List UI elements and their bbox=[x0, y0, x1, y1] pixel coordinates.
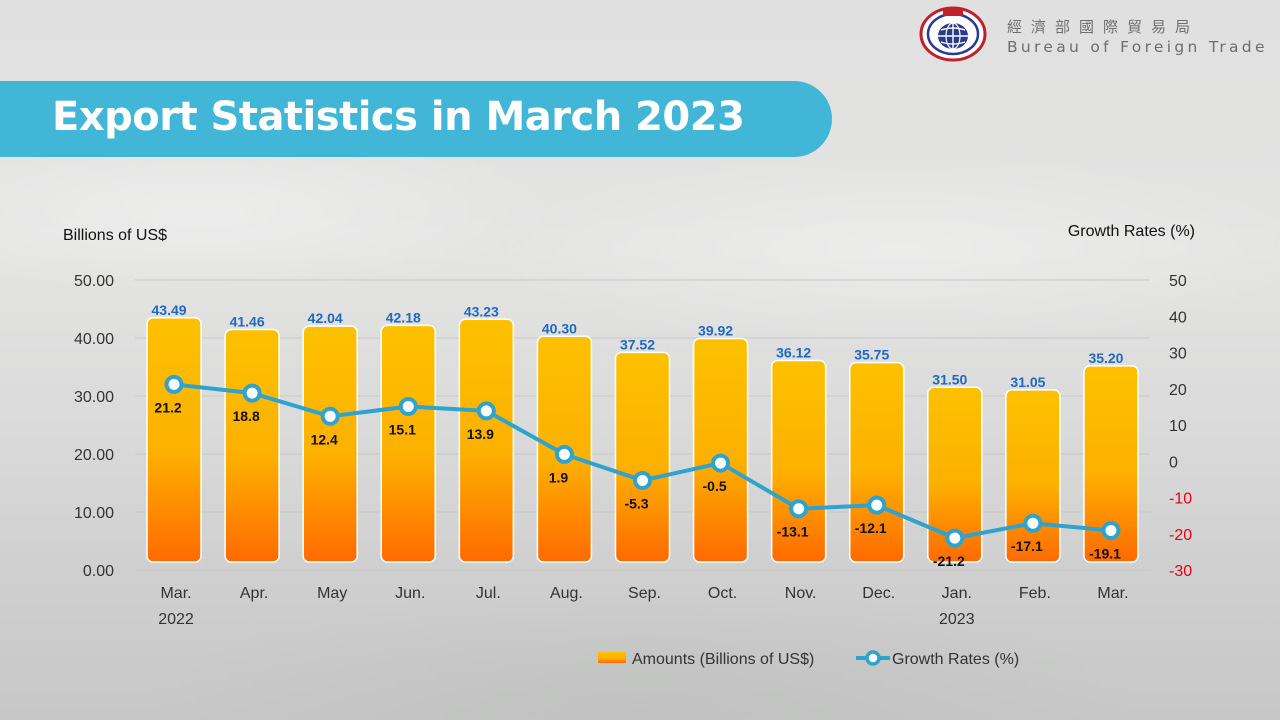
growth-data-label: -19.1 bbox=[1089, 545, 1121, 561]
title-banner bbox=[0, 81, 832, 157]
category-label: Nov. bbox=[785, 585, 817, 602]
right-tick-label: -30 bbox=[1169, 563, 1192, 580]
right-tick-label: -10 bbox=[1169, 491, 1192, 508]
amount-data-label: 35.75 bbox=[854, 347, 889, 363]
amount-data-label: 42.18 bbox=[386, 309, 421, 325]
growth-rate-point bbox=[398, 397, 418, 417]
left-tick-label: 50.00 bbox=[74, 273, 114, 290]
growth-data-label: -13.1 bbox=[777, 524, 809, 540]
growth-data-label: -12.1 bbox=[855, 520, 887, 536]
right-tick-label: 0 bbox=[1169, 454, 1178, 471]
category-label: Feb. bbox=[1019, 585, 1051, 602]
right-tick-label: 50 bbox=[1169, 273, 1187, 290]
amount-bar bbox=[380, 324, 437, 563]
growth-rate-point bbox=[867, 495, 887, 515]
right-tick-label: -20 bbox=[1169, 527, 1192, 544]
category-label: Apr. bbox=[240, 585, 268, 602]
growth-rate-point bbox=[242, 383, 262, 403]
growth-rate-point bbox=[789, 499, 809, 519]
amount-data-label: 31.05 bbox=[1010, 374, 1045, 390]
category-label: Jun. bbox=[395, 585, 425, 602]
growth-rate-point bbox=[476, 401, 496, 421]
amount-bar bbox=[1005, 389, 1061, 563]
growth-rate-point bbox=[164, 374, 184, 394]
growth-data-label: -21.2 bbox=[933, 553, 965, 569]
category-label: Dec. bbox=[862, 585, 895, 602]
amount-bar bbox=[770, 359, 827, 563]
growth-data-label: 15.1 bbox=[389, 422, 416, 438]
amount-bar bbox=[614, 351, 671, 563]
growth-data-label: -5.3 bbox=[624, 495, 648, 511]
left-tick-label: 30.00 bbox=[74, 389, 114, 406]
growth-rate-point bbox=[945, 528, 965, 548]
amount-bar bbox=[1083, 365, 1139, 563]
amount-bar bbox=[692, 337, 749, 563]
growth-data-label: -0.5 bbox=[703, 478, 727, 494]
left-tick-label: 20.00 bbox=[74, 447, 114, 464]
agency-name-chinese: 經濟部國際貿易局 bbox=[1007, 18, 1200, 36]
legend-line-marker bbox=[865, 650, 881, 666]
category-label: Mar. bbox=[1097, 585, 1128, 602]
growth-data-label: 13.9 bbox=[467, 426, 494, 442]
amount-data-label: 41.46 bbox=[230, 314, 265, 330]
amount-bar bbox=[458, 318, 515, 563]
left-tick-label: 10.00 bbox=[74, 505, 114, 522]
right-tick-label: 20 bbox=[1169, 382, 1187, 399]
category-label: Sep. bbox=[628, 585, 661, 602]
amount-data-label: 31.50 bbox=[932, 371, 967, 387]
amount-bar bbox=[302, 325, 358, 563]
category-label: Mar. bbox=[160, 585, 191, 602]
legend-bar-label: Amounts (Billions of US$) bbox=[632, 651, 814, 668]
left-tick-label: 0.00 bbox=[83, 563, 114, 580]
legend-line-label: Growth Rates (%) bbox=[892, 651, 1019, 668]
amount-bar bbox=[927, 386, 983, 563]
right-axis-title: Growth Rates (%) bbox=[1068, 223, 1195, 240]
amount-data-label: 39.92 bbox=[698, 322, 733, 338]
category-label: Jul. bbox=[476, 585, 501, 602]
growth-data-label: 18.8 bbox=[232, 408, 259, 424]
amount-bar bbox=[224, 328, 280, 563]
category-label: Jan. bbox=[942, 585, 972, 602]
growth-rate-point bbox=[711, 453, 731, 473]
left-tick-label: 40.00 bbox=[74, 331, 114, 348]
amount-bar bbox=[146, 317, 202, 563]
growth-rate-point bbox=[554, 444, 574, 464]
growth-rate-point bbox=[1101, 520, 1121, 540]
amount-data-label: 40.30 bbox=[542, 320, 577, 336]
agency-name-english: Bureau of Foreign Trade bbox=[1007, 38, 1268, 56]
right-tick-label: 10 bbox=[1169, 418, 1187, 435]
right-tick-label: 40 bbox=[1169, 309, 1187, 326]
growth-data-label: 21.2 bbox=[154, 399, 181, 415]
year-label: 2022 bbox=[158, 611, 194, 628]
left-axis-title: Billions of US$ bbox=[63, 227, 167, 244]
growth-rate-point bbox=[633, 470, 652, 490]
growth-rate-point bbox=[1023, 513, 1043, 533]
growth-data-label: 12.4 bbox=[311, 431, 338, 447]
year-label: 2023 bbox=[939, 611, 975, 628]
category-label: Aug. bbox=[550, 585, 583, 602]
amount-data-label: 37.52 bbox=[620, 336, 655, 352]
amount-data-label: 36.12 bbox=[776, 345, 811, 361]
page-title: Export Statistics in March 2023 bbox=[52, 94, 745, 140]
growth-data-label: -17.1 bbox=[1011, 538, 1043, 554]
bureau-logo bbox=[919, 6, 987, 62]
growth-data-label: 1.9 bbox=[549, 469, 569, 485]
category-label: May bbox=[317, 585, 347, 602]
amount-data-label: 43.23 bbox=[464, 303, 499, 319]
amount-data-label: 42.04 bbox=[308, 310, 343, 326]
growth-rate-point bbox=[320, 406, 340, 426]
amount-data-label: 35.20 bbox=[1088, 350, 1123, 366]
amount-data-label: 43.49 bbox=[152, 302, 187, 318]
category-label: Oct. bbox=[708, 585, 737, 602]
right-tick-label: 30 bbox=[1169, 346, 1187, 363]
legend-bar-swatch bbox=[598, 652, 626, 663]
